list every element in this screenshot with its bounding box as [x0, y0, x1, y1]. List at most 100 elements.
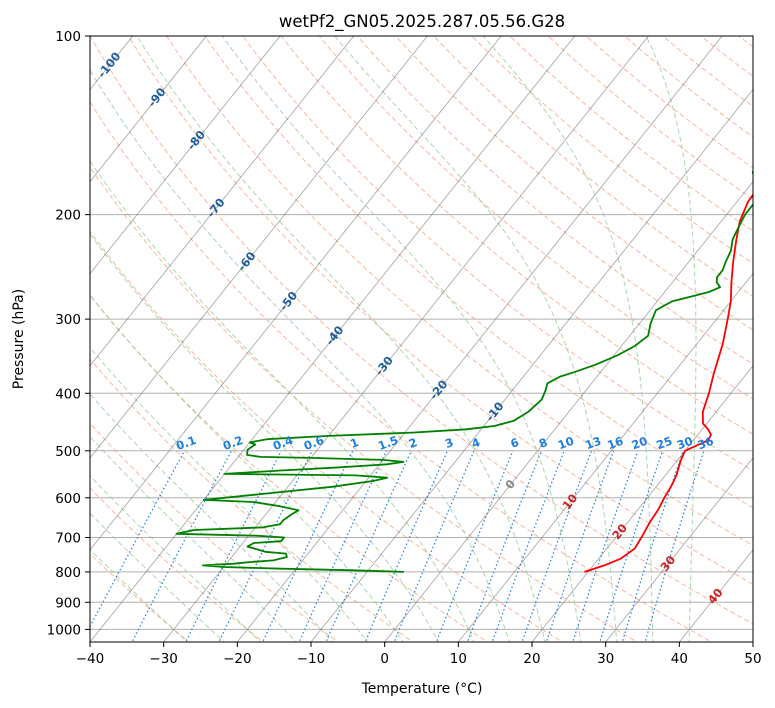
mixing-ratio-6: [435, 450, 514, 642]
y-tick-label: 500: [55, 444, 81, 460]
mixing-ratio-label: 4: [470, 435, 482, 451]
dry-adiabat-130: [394, 36, 753, 331]
x-tick-label: 30: [597, 651, 614, 667]
mixing-ratio-label: 20: [630, 434, 650, 453]
dry-adiabat-100: [280, 36, 753, 435]
mixing-ratio-16: [545, 450, 615, 642]
dry-adiabat-50: [90, 36, 753, 625]
isotherm-label: -80: [184, 128, 208, 153]
mixing-ratio-label: 1: [348, 435, 360, 451]
mixing-ratio-label: 25: [654, 434, 674, 453]
mixing-ratio-label: 13: [583, 434, 603, 453]
isotherm-label: -30: [372, 353, 396, 378]
moist-adiabat-15: [90, 69, 510, 642]
isotherm-label: 30: [657, 553, 678, 574]
mixing-ratio-13: [521, 450, 593, 642]
x-axis-label: Temperature (°C): [361, 681, 483, 697]
y-tick-label: 600: [55, 491, 81, 507]
dry-adiabat--30: [90, 552, 190, 642]
y-tick-label: 400: [55, 386, 81, 402]
y-tick-label: 100: [55, 29, 81, 45]
mixing-ratio-0.4: [185, 450, 282, 642]
mixing-ratio-25: [599, 450, 664, 642]
mixing-ratio-label: 0.2: [221, 433, 245, 453]
x-tick-label: 20: [523, 651, 540, 667]
chart-title: wetPf2_GN05.2025.287.05.56.G28: [279, 12, 565, 32]
moist-adiabat--10: [90, 393, 333, 642]
isotherm-50: [752, 641, 753, 642]
moist-adiabat--15: [90, 435, 297, 642]
mixing-ratio-20: [572, 450, 639, 642]
mixing-ratio-label: 6: [508, 435, 520, 451]
mixing-ratio-2: [325, 450, 412, 642]
y-axis: 100 200 300 400 500 600 700 800 900 1000: [47, 29, 90, 638]
x-tick-label: −10: [297, 651, 326, 667]
isotherm--60: [90, 36, 428, 459]
grid-layer: [0, 36, 753, 642]
y-tick-label: 900: [55, 595, 81, 611]
isotherm--110: [0, 36, 59, 642]
dry-adiabat-210: [700, 36, 753, 78]
isotherm--10: [310, 88, 753, 642]
mixing-ratio-1: [262, 450, 354, 642]
mixing-ratio-label: 30: [675, 434, 695, 453]
mixing-ratio-label: 8: [537, 435, 549, 451]
isotherm-label: -100: [95, 49, 124, 80]
isotherm-label: 40: [705, 586, 726, 607]
isotherm--40: [90, 36, 576, 642]
isotherm-40: [679, 549, 753, 642]
dry-adiabat-70: [166, 36, 753, 547]
dry-adiabat-0: [90, 358, 414, 642]
isotherm-label: 0: [502, 477, 518, 492]
mixing-ratio-label: 10: [556, 434, 576, 453]
dry-adiabat-150: [471, 36, 753, 265]
plot-frame: [89, 35, 754, 643]
dry-adiabat-30: [90, 166, 639, 642]
mixing-ratio-30: [621, 450, 684, 642]
isotherm-label: -20: [427, 377, 451, 402]
moist-adiabat-35: [482, 36, 654, 642]
dry-adiabat-140: [433, 36, 753, 298]
dry-adiabat-200: [661, 36, 753, 108]
dry-adiabat--20: [90, 487, 265, 642]
dewpoint-line: [175, 168, 753, 573]
x-tick-label: −40: [76, 651, 105, 667]
moist-adiabat--5: [90, 346, 369, 642]
dry-adiabat-110: [318, 36, 753, 400]
isotherm-0: [384, 180, 753, 642]
moist-adiabat-30: [334, 36, 618, 642]
x-axis: −40 −30 −20 −10 0 10 20 30 40 50: [76, 642, 762, 667]
y-tick-label: 1000: [47, 622, 81, 638]
isotherm--30: [163, 36, 649, 642]
y-tick-label: 700: [55, 531, 81, 547]
y-tick-label: 800: [55, 565, 81, 581]
isotherm--20: [237, 36, 723, 642]
isotherm-30: [605, 457, 753, 642]
mixing-ratio-36: [644, 450, 705, 642]
mixing-ratio-10: [491, 450, 565, 642]
dry-adiabat-60: [127, 36, 753, 585]
moist-adiabat--25: [90, 512, 225, 642]
isotherm-10: [458, 273, 753, 642]
dry-adiabat-90: [242, 36, 753, 472]
isotherm--70: [90, 36, 355, 367]
isotherm-label: -10: [483, 399, 507, 424]
mixing-ratio-label: 16: [605, 434, 625, 453]
moist-adiabat-5: [90, 233, 440, 642]
moist-adiabat-25: [221, 36, 582, 642]
y-tick-label: 300: [55, 312, 81, 328]
dry-adiabat-170: [547, 36, 753, 200]
mixing-ratio-label: 36: [696, 434, 716, 453]
dry-adiabat-20: [90, 230, 564, 642]
dry-adiabat-220: [738, 36, 753, 48]
temperature-line: [584, 193, 753, 573]
isotherm--50: [90, 36, 502, 551]
isotherm-label: -90: [145, 85, 169, 110]
mixing-ratio-label: 0.6: [302, 433, 326, 453]
y-axis-label: Pressure (hPa): [11, 289, 27, 389]
dry-adiabat-180: [585, 36, 753, 169]
isotherm-label: -70: [204, 195, 228, 220]
mixing-ratio-1.5: [298, 450, 388, 642]
mixing-ratio-0.6: [218, 450, 313, 642]
